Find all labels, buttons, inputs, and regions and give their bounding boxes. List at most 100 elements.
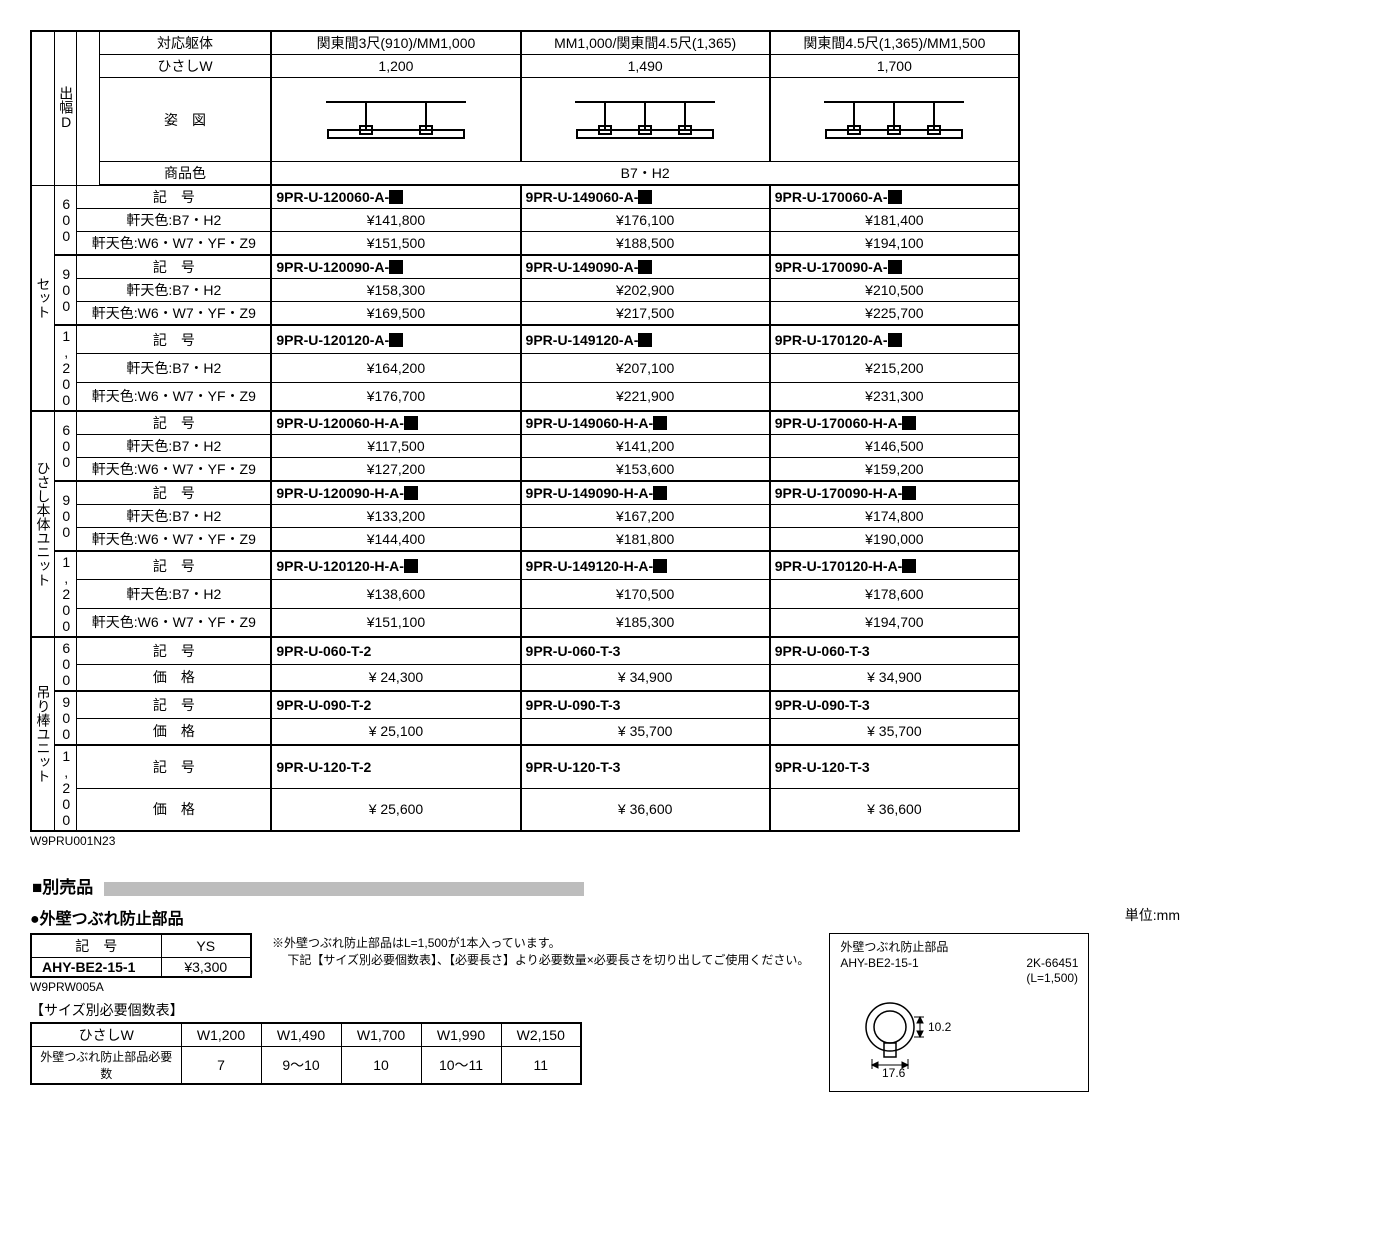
price-value: ¥194,700 (770, 608, 1019, 637)
qty-value: 7 (181, 1047, 261, 1085)
partno-label: 記 号 (77, 481, 271, 505)
header-body-match: 対応躯体 (99, 31, 271, 55)
eave-color2-label: 軒天色:W6・W7・YF・Z9 (77, 528, 271, 552)
qty-value: 9～10 (261, 1047, 341, 1085)
part-number: 9PR-U-060-T-3 (770, 637, 1019, 664)
part-cross-section-icon: 10.2 17.6 (840, 987, 960, 1077)
part-number: 9PR-U-120120-A- (271, 325, 520, 354)
price-value: ¥117,500 (271, 435, 520, 458)
price-value: ¥167,200 (521, 505, 770, 528)
depth-value: 600 (54, 637, 77, 691)
price-label: 価 格 (77, 664, 271, 691)
price-value: ¥153,600 (521, 458, 770, 482)
price-value: ¥ 34,900 (521, 664, 770, 691)
wall-part-price: ¥3,300 (161, 958, 251, 978)
price-value: ¥138,600 (271, 580, 520, 608)
part-number: 9PR-U-120120-H-A- (271, 551, 520, 580)
wall-part-note1: ※外壁つぶれ防止部品はL=1,500が1本入っています。 (272, 935, 809, 952)
price-value: ¥164,200 (271, 354, 520, 382)
part-number: 9PR-U-120060-H-A- (271, 411, 520, 435)
depth-value: 1,200 (54, 325, 77, 411)
price-value: ¥ 35,700 (521, 718, 770, 745)
price-value: ¥158,300 (271, 279, 520, 302)
price-value: ¥169,500 (271, 302, 520, 326)
body-col-2: 関東間4.5尺(1,365)/MM1,500 (770, 31, 1019, 55)
unit-label: 単位:mm (1125, 899, 1180, 925)
price-value: ¥ 24,300 (271, 664, 520, 691)
eave-color1-label: 軒天色:B7・H2 (77, 435, 271, 458)
w-col-2: 1,700 (770, 55, 1019, 78)
dim2-text: 17.6 (882, 1066, 906, 1077)
part-diagram-partno: AHY-BE2-15-1 (840, 956, 918, 987)
price-value: ¥ 36,600 (521, 788, 770, 831)
price-value: ¥217,500 (521, 302, 770, 326)
price-value: ¥188,500 (521, 232, 770, 256)
wall-part-note2: 下記【サイズ別必要個数表】、【必要長さ】より必要数量×必要長さを切り出してご使用… (272, 952, 809, 969)
group-label: ひさし本体ユニット (31, 411, 54, 637)
price-value: ¥ 25,100 (271, 718, 520, 745)
part-number: 9PR-U-090-T-2 (271, 691, 520, 718)
w-col-0: 1,200 (271, 55, 520, 78)
qty-value: 11 (501, 1047, 581, 1085)
qty-col-header: W1,700 (341, 1023, 421, 1047)
part-number: 9PR-U-120090-H-A- (271, 481, 520, 505)
depth-value: 600 (54, 411, 77, 481)
price-value: ¥ 25,600 (271, 788, 520, 831)
price-value: ¥178,600 (770, 580, 1019, 608)
price-table: 出幅D 対応躯体 関東間3尺(910)/MM1,000 MM1,000/関東間4… (30, 30, 1020, 832)
price-value: ¥151,100 (271, 608, 520, 637)
price-value: ¥176,100 (521, 209, 770, 232)
price-value: ¥ 34,900 (770, 664, 1019, 691)
partno-label: 記 号 (77, 255, 271, 279)
depth-value: 600 (54, 185, 77, 255)
header-figure: 姿 図 (99, 78, 271, 162)
eave-color2-label: 軒天色:W6・W7・YF・Z9 (77, 382, 271, 411)
figure-col-0 (271, 78, 520, 162)
body-col-0: 関東間3尺(910)/MM1,000 (271, 31, 520, 55)
price-value: ¥151,500 (271, 232, 520, 256)
qty-col-header: W1,990 (421, 1023, 501, 1047)
qty-table-title: 【サイズ別必要個数表】 (30, 1000, 809, 1020)
part-number: 9PR-U-149060-A- (521, 185, 770, 209)
part-number: 9PR-U-170090-A- (770, 255, 1019, 279)
partno-label: 記 号 (77, 185, 271, 209)
part-number: 9PR-U-149120-A- (521, 325, 770, 354)
group-label: セット (31, 185, 54, 411)
main-table-code: W9PRU001N23 (30, 834, 1358, 848)
price-value: ¥185,300 (521, 608, 770, 637)
eave-color1-label: 軒天色:B7・H2 (77, 354, 271, 382)
section-options-title-text: ■別売品 (32, 878, 93, 897)
price-value: ¥194,100 (770, 232, 1019, 256)
price-value: ¥146,500 (770, 435, 1019, 458)
wall-part-tablecode: W9PRW005A (30, 980, 252, 994)
eave-color2-label: 軒天色:W6・W7・YF・Z9 (77, 608, 271, 637)
part-diagram-title: 外壁つぶれ防止部品 (840, 940, 1078, 956)
partno-label: 記 号 (77, 551, 271, 580)
partno-label: 記 号 (77, 325, 271, 354)
part-number: 9PR-U-120-T-3 (521, 745, 770, 788)
price-value: ¥190,000 (770, 528, 1019, 552)
wall-part-partno: AHY-BE2-15-1 (31, 958, 161, 978)
partno-label: 記 号 (77, 637, 271, 664)
price-value: ¥202,900 (521, 279, 770, 302)
figure-col-1 (521, 78, 770, 162)
part-diagram-drawingno: 2K-66451 (1026, 956, 1078, 970)
partno-label: 記 号 (77, 411, 271, 435)
wall-part-header-color: YS (161, 934, 251, 958)
price-value: ¥170,500 (521, 580, 770, 608)
qty-row-label2: 外壁つぶれ防止部品必要数 (31, 1047, 181, 1085)
depth-value: 1,200 (54, 745, 77, 831)
price-value: ¥133,200 (271, 505, 520, 528)
eave-color2-label: 軒天色:W6・W7・YF・Z9 (77, 302, 271, 326)
qty-table: ひさしW W1,200W1,490W1,700W1,990W2,150 外壁つぶ… (30, 1022, 582, 1085)
part-number: 9PR-U-090-T-3 (770, 691, 1019, 718)
product-color-value: B7・H2 (271, 162, 1019, 186)
price-value: ¥127,200 (271, 458, 520, 482)
partno-label: 記 号 (77, 691, 271, 718)
qty-col-header: W1,490 (261, 1023, 341, 1047)
price-value: ¥225,700 (770, 302, 1019, 326)
eave-color2-label: 軒天色:W6・W7・YF・Z9 (77, 458, 271, 482)
part-number: 9PR-U-170090-H-A- (770, 481, 1019, 505)
part-number: 9PR-U-120090-A- (271, 255, 520, 279)
part-number: 9PR-U-170060-A- (770, 185, 1019, 209)
